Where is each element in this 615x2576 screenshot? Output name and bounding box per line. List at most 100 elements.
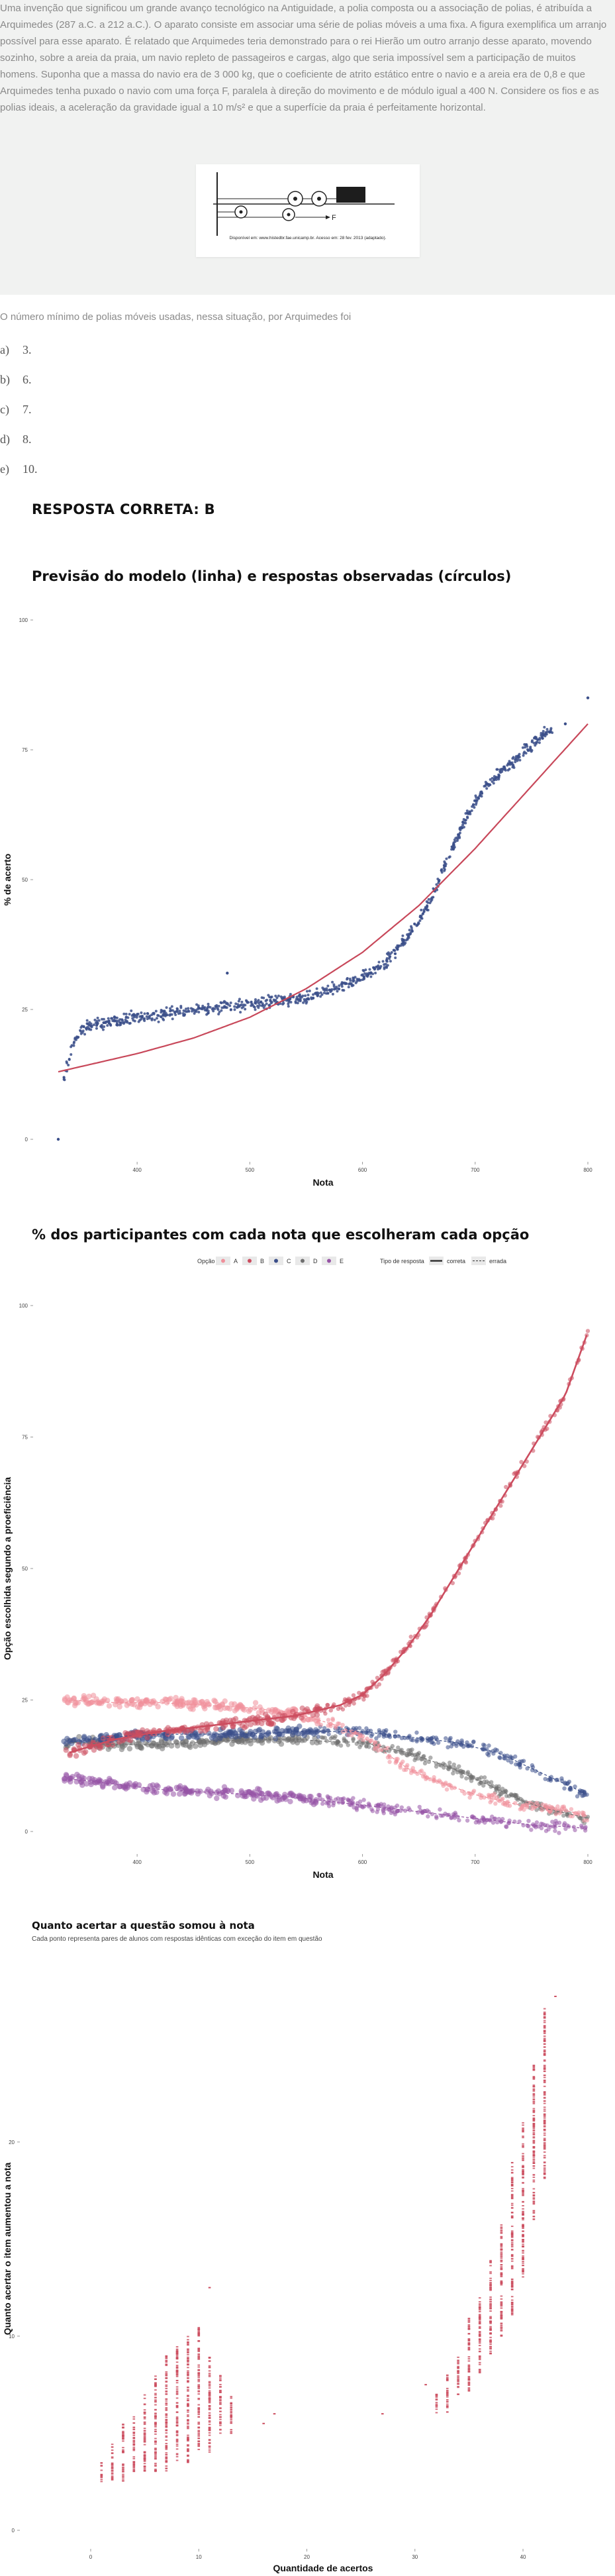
point: [522, 2182, 524, 2184]
point-option-c: [465, 1740, 469, 1745]
chart3-subtitle: Cada ponto representa pares de alunos co…: [32, 1935, 322, 1943]
observed-point: [538, 741, 541, 745]
point: [543, 2096, 546, 2098]
point: [532, 2114, 536, 2116]
point: [543, 2039, 546, 2041]
point-option-c: [482, 1747, 487, 1752]
point-option-a: [137, 1699, 143, 1705]
observed-point: [201, 1007, 204, 1011]
point-option-d: [148, 1743, 155, 1749]
point: [532, 2216, 536, 2218]
point: [532, 2096, 536, 2098]
point: [489, 2304, 492, 2306]
point: [457, 2360, 459, 2362]
point: [489, 2344, 492, 2345]
point: [522, 2128, 524, 2130]
observed-point: [203, 1008, 207, 1011]
legend-option-c-dot: [274, 1259, 278, 1263]
point: [500, 2311, 503, 2313]
point: [165, 2398, 168, 2400]
point-option-c: [81, 1735, 87, 1741]
point: [219, 2396, 222, 2398]
point-option-e: [111, 1779, 118, 1785]
point: [522, 2192, 524, 2194]
point-option-a: [398, 1763, 402, 1768]
legend-type-wrong-key: [471, 1257, 486, 1265]
point: [197, 2335, 201, 2337]
point: [219, 2398, 222, 2400]
point: [175, 2444, 179, 2446]
point: [165, 2391, 168, 2393]
point: [510, 2180, 514, 2182]
observed-point: [485, 783, 488, 786]
observed-point: [352, 976, 355, 980]
alternative-a[interactable]: a) 3.: [0, 343, 38, 373]
point: [510, 2283, 514, 2285]
point-option-a: [569, 1807, 574, 1812]
observed-point: [130, 1014, 134, 1017]
observed-point: [331, 992, 334, 996]
observed-point: [305, 990, 308, 993]
observed-point: [295, 996, 299, 999]
observed-point: [242, 1004, 245, 1007]
point-option-c: [377, 1727, 382, 1733]
point: [489, 2302, 492, 2304]
observed-point: [483, 785, 486, 788]
point: [543, 2120, 546, 2122]
point: [522, 2219, 524, 2221]
observed-point: [534, 736, 538, 739]
point-option-a: [462, 1791, 467, 1796]
observed-point: [492, 782, 495, 785]
alternative-b[interactable]: b) 6.: [0, 373, 38, 403]
observed-point: [474, 799, 477, 802]
observed-point: [179, 1006, 183, 1009]
point-option-d: [416, 1751, 422, 1755]
point: [457, 2367, 459, 2369]
point: [467, 2333, 471, 2335]
point: [132, 2446, 136, 2448]
point: [522, 2165, 524, 2167]
point: [175, 2397, 179, 2399]
observed-point: [87, 1027, 91, 1031]
alternative-c[interactable]: c) 7.: [0, 403, 38, 433]
point-option-e: [370, 1808, 375, 1814]
observed-point: [448, 856, 451, 859]
point: [478, 2357, 481, 2359]
observed-point: [226, 971, 229, 975]
point-option-a: [412, 1769, 417, 1775]
observed-point: [258, 1004, 261, 1007]
point-option-e: [445, 1812, 449, 1818]
point: [219, 2379, 222, 2381]
point: [111, 2446, 114, 2448]
point-option-c: [399, 1735, 404, 1741]
point-option-b: [232, 1716, 239, 1722]
point-option-b: [498, 1504, 503, 1508]
point: [532, 2151, 536, 2153]
point-option-e: [583, 1828, 588, 1833]
point: [197, 2390, 201, 2392]
point: [219, 2416, 222, 2418]
observed-point: [504, 768, 507, 772]
point: [111, 2476, 114, 2478]
point: [230, 2406, 233, 2408]
point: [111, 2457, 114, 2459]
point: [197, 2435, 201, 2437]
point: [446, 2398, 449, 2400]
point-option-e: [170, 1791, 177, 1797]
legend-option-b-dot: [248, 1259, 252, 1263]
observed-point: [336, 990, 339, 993]
observed-point: [413, 923, 416, 926]
point-option-e: [347, 1798, 352, 1804]
point-option-e: [544, 1829, 549, 1833]
point-option-d: [481, 1783, 486, 1788]
point: [154, 2449, 157, 2451]
alternative-d[interactable]: d) 8.: [0, 433, 38, 462]
point: [197, 2423, 201, 2425]
point-option-e: [287, 1798, 293, 1805]
observed-point: [335, 987, 338, 990]
point: [522, 2262, 524, 2264]
alternative-e[interactable]: e) 10.: [0, 462, 38, 492]
point: [175, 2355, 179, 2357]
observed-point: [110, 1017, 113, 1020]
observed-point: [528, 748, 531, 752]
